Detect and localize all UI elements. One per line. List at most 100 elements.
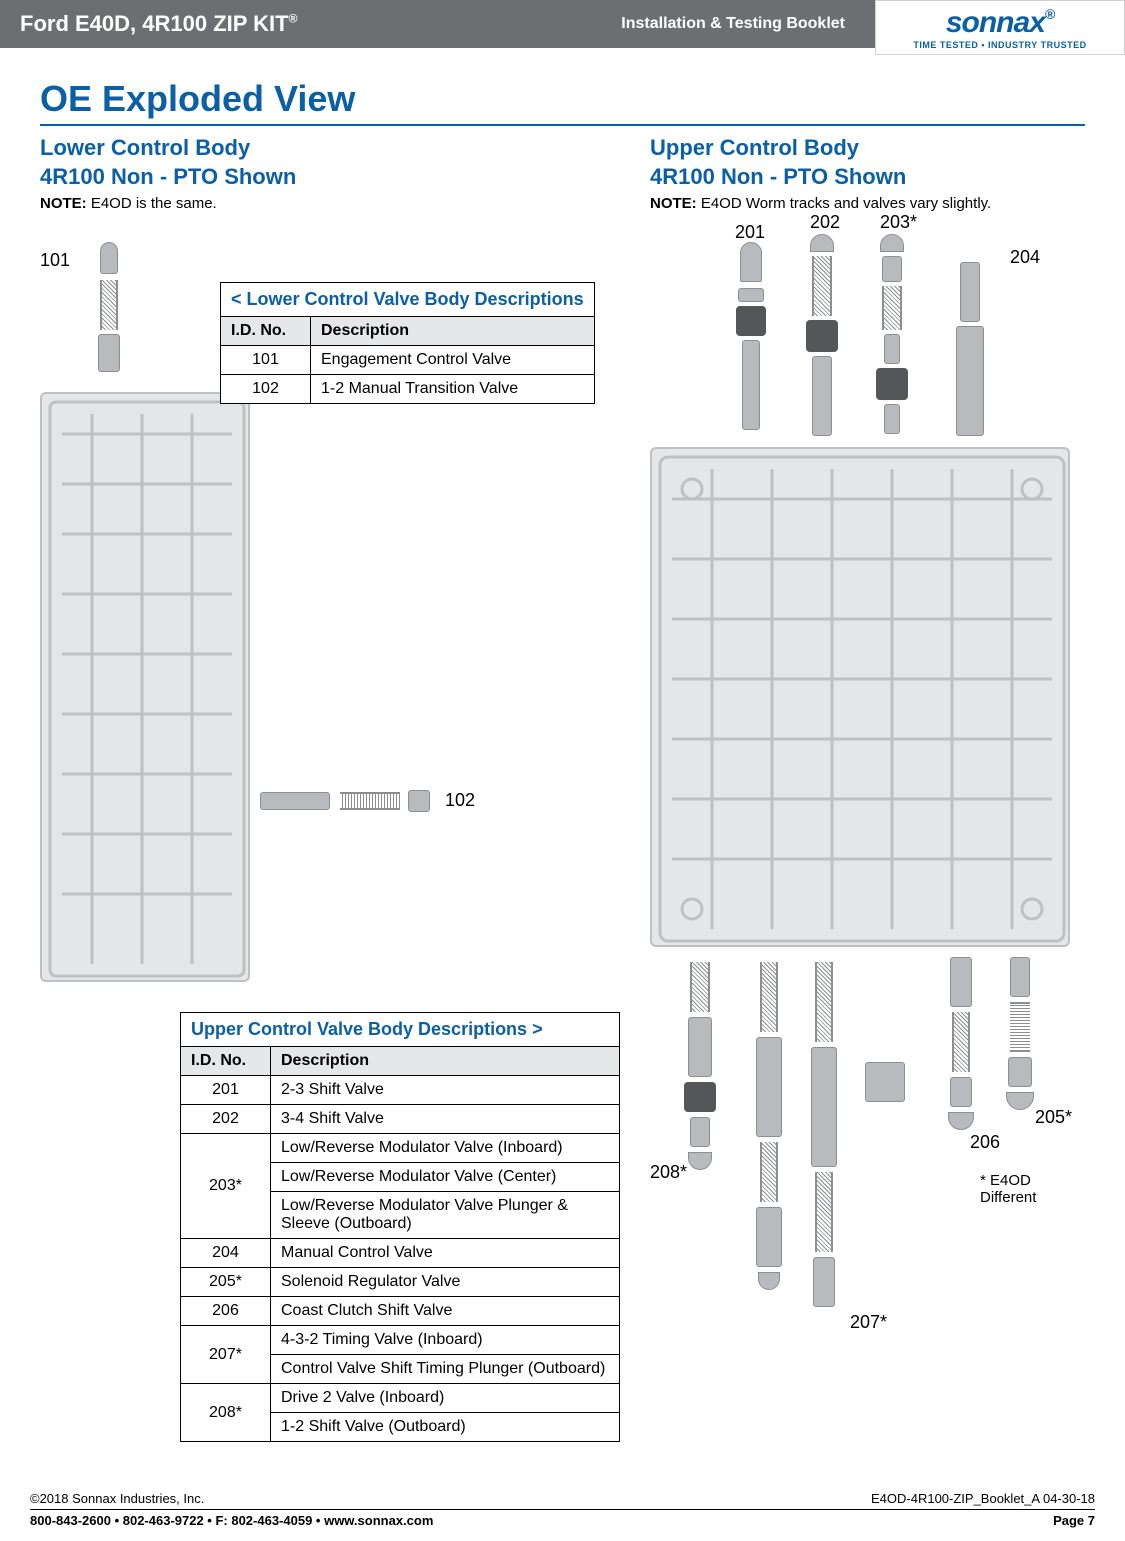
page-main-title: OE Exploded View xyxy=(40,78,1085,126)
table-row: 206Coast Clutch Shift Valve xyxy=(181,1297,620,1326)
cell-desc: Low/Reverse Modulator Valve (Center) xyxy=(271,1163,620,1192)
table-row: 2023-4 Shift Valve xyxy=(181,1105,620,1134)
upper-table-title: Upper Control Valve Body Descriptions > xyxy=(181,1013,620,1047)
footer-page: Page 7 xyxy=(1053,1513,1095,1528)
footer-contact: 800-843-2600 • 802-463-9722 • F: 802-463… xyxy=(30,1513,433,1528)
logo-box: sonnax® TIME TESTED • INDUSTRY TRUSTED xyxy=(875,0,1125,55)
cell-id: 201 xyxy=(181,1076,271,1105)
table-row: 208*Drive 2 Valve (Inboard) xyxy=(181,1384,620,1413)
cell-id: 205* xyxy=(181,1268,271,1297)
cell-desc: 3-4 Shift Valve xyxy=(271,1105,620,1134)
lower-body-tracks-icon xyxy=(42,394,252,984)
left-column: Lower Control Body 4R100 Non - PTO Shown… xyxy=(40,134,620,1442)
part-101-valve xyxy=(98,334,120,372)
callout-206: 206 xyxy=(970,1132,1000,1153)
part-201-block xyxy=(736,306,766,336)
part-101-spring xyxy=(100,280,118,330)
part-205-valve xyxy=(1010,957,1030,997)
lower-table-title: < Lower Control Valve Body Descriptions xyxy=(221,283,595,317)
upper-diagram: 201 202 203* 204 xyxy=(650,212,1085,1442)
part-206-cap xyxy=(948,1112,974,1130)
right-column: Upper Control Body 4R100 Non - PTO Shown… xyxy=(650,134,1085,1442)
cell-desc: Engagement Control Valve xyxy=(311,346,595,375)
part-203-block xyxy=(876,368,908,400)
part-201-cap xyxy=(740,242,762,282)
part-207-valve2 xyxy=(756,1207,782,1267)
table-row: 2012-3 Shift Valve xyxy=(181,1076,620,1105)
part-204-top xyxy=(960,262,980,322)
lower-valve-body xyxy=(40,392,250,982)
col-header-desc: Description xyxy=(311,317,595,346)
cell-desc: Low/Reverse Modulator Valve (Inboard) xyxy=(271,1134,620,1163)
footer-copyright: ©2018 Sonnax Industries, Inc. xyxy=(30,1491,204,1506)
footer-doc-id: E4OD-4R100-ZIP_Booklet_A 04-30-18 xyxy=(871,1491,1095,1506)
part-102-valve xyxy=(260,792,330,810)
part-208-plug xyxy=(690,1117,710,1147)
callout-205: 205* xyxy=(1035,1107,1072,1128)
callout-204: 204 xyxy=(1010,247,1040,268)
callout-203: 203* xyxy=(880,212,917,233)
part-207b-spring2 xyxy=(815,1172,833,1252)
left-title-2: 4R100 Non - PTO Shown xyxy=(40,163,620,192)
table-row: 203*Low/Reverse Modulator Valve (Inboard… xyxy=(181,1134,620,1163)
part-plate xyxy=(865,1062,905,1102)
logo-reg: ® xyxy=(1045,6,1054,22)
cell-desc: Low/Reverse Modulator Valve Plunger & Sl… xyxy=(271,1192,620,1239)
part-208-valve1 xyxy=(688,1017,712,1077)
logo-tagline: TIME TESTED • INDUSTRY TRUSTED xyxy=(913,40,1086,50)
cell-id: 206 xyxy=(181,1297,271,1326)
col-header-id: I.D. No. xyxy=(221,317,311,346)
lower-diagram: 101 xyxy=(40,232,620,992)
page-footer: ©2018 Sonnax Industries, Inc. E4OD-4R100… xyxy=(0,1488,1125,1541)
part-202-spring xyxy=(812,256,832,316)
left-title-1: Lower Control Body xyxy=(40,134,620,163)
cell-desc: Solenoid Regulator Valve xyxy=(271,1268,620,1297)
cell-id: 102 xyxy=(221,375,311,404)
callout-201: 201 xyxy=(735,222,765,243)
part-208-cap xyxy=(688,1152,712,1170)
cell-id: 202 xyxy=(181,1105,271,1134)
part-203-spring xyxy=(882,286,902,330)
cell-desc: 1-2 Manual Transition Valve xyxy=(311,375,595,404)
left-note: NOTE: E4OD is the same. xyxy=(40,195,620,212)
table-row: 101Engagement Control Valve xyxy=(221,346,595,375)
col-header-id: I.D. No. xyxy=(181,1047,271,1076)
logo-text: sonnax xyxy=(946,6,1045,39)
cell-desc: 1-2 Shift Valve (Outboard) xyxy=(271,1413,620,1442)
part-201-ring xyxy=(738,288,764,302)
part-203-cap xyxy=(880,234,904,252)
note-label: NOTE: xyxy=(650,195,697,212)
right-note: NOTE: E4OD Worm tracks and valves vary s… xyxy=(650,195,1085,212)
cell-id: 203* xyxy=(181,1134,271,1239)
part-205-plug xyxy=(1008,1057,1032,1087)
part-202-valve xyxy=(812,356,832,436)
part-208-block xyxy=(684,1082,716,1112)
cell-desc: 4-3-2 Timing Valve (Inboard) xyxy=(271,1326,620,1355)
asterisk-note: * E4OD Different xyxy=(980,1172,1085,1206)
cell-desc: 2-3 Shift Valve xyxy=(271,1076,620,1105)
upper-body-tracks-icon xyxy=(652,449,1072,949)
cell-desc: Drive 2 Valve (Inboard) xyxy=(271,1384,620,1413)
note-label: NOTE: xyxy=(40,195,87,212)
part-207b-sleeve xyxy=(813,1257,835,1307)
part-202-block xyxy=(806,320,838,352)
cell-desc: Coast Clutch Shift Valve xyxy=(271,1297,620,1326)
part-206-spring xyxy=(952,1012,970,1072)
upper-valve-body xyxy=(650,447,1070,947)
part-203-valve xyxy=(884,404,900,434)
part-206-valve xyxy=(950,957,972,1007)
part-102-spring xyxy=(340,792,400,810)
part-205-cap xyxy=(1006,1092,1034,1110)
footer-line-2: 800-843-2600 • 802-463-9722 • F: 802-463… xyxy=(30,1510,1095,1531)
table-header-row: I.D. No. Description xyxy=(181,1047,620,1076)
callout-208: 208* xyxy=(650,1162,687,1183)
table-row: 205*Solenoid Regulator Valve xyxy=(181,1268,620,1297)
part-201-valve xyxy=(742,340,760,430)
header-bar: Ford E40D, 4R100 ZIP KIT® Installation &… xyxy=(0,0,1125,48)
cell-id: 204 xyxy=(181,1239,271,1268)
cell-id: 208* xyxy=(181,1384,271,1442)
part-101-cap xyxy=(100,242,118,274)
part-207b-spring xyxy=(815,962,833,1042)
table-row: 204Manual Control Valve xyxy=(181,1239,620,1268)
part-203-plunger xyxy=(884,334,900,364)
